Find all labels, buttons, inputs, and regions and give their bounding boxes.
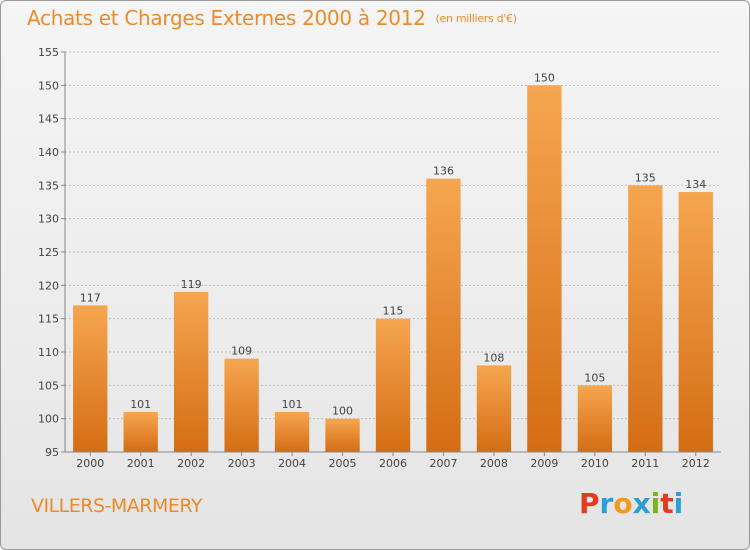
data-label-2007: 136 [433,165,454,178]
data-label-2008: 108 [483,351,504,364]
logo-letter: i [673,487,684,520]
bar-2007 [426,178,461,452]
data-label-2012: 134 [685,178,706,191]
y-tick-label: 145 [38,113,59,126]
y-tick-label: 115 [38,313,59,326]
y-tick-label: 110 [38,346,59,359]
data-label-2006: 115 [383,305,404,318]
x-tick-label-2008: 2008 [480,457,508,470]
logo-letter: t [660,487,674,520]
data-label-2004: 101 [282,398,303,411]
bar-2000 [73,305,108,452]
data-label-2010: 105 [584,371,605,384]
bar-2011 [628,185,663,453]
axes: 95 100 105 110 115 120 125 130 135 140 145 150 155 20… [38,46,721,470]
x-tick-label-2006: 2006 [379,457,407,470]
chart-title: Achats et Charges Externes 2000 à 2012 (e… [27,6,517,30]
x-tick-label-2002: 2002 [177,457,205,470]
x-tick-label-2010: 2010 [581,457,609,470]
bars: 117 101 119 109 101 100 115 136 108 150 105 135 134 [73,71,713,453]
chart-title-text: Achats et Charges Externes 2000 à 2012 [27,6,426,30]
bar-2008 [476,365,512,452]
logo-letter: x [632,487,651,520]
chart-unit: (en milliers d'€) [435,12,517,25]
logo-letter: r [599,487,614,520]
bar-2005 [325,418,360,452]
x-tick-label-2011: 2011 [631,457,659,470]
bar-2002 [173,292,209,452]
x-tick-label-2000: 2000 [76,457,104,470]
bar-2006 [375,318,411,452]
data-label-2002: 119 [181,278,202,291]
logo-letter: P [579,487,600,520]
y-tick-label: 135 [38,179,59,192]
logo-letter: o [613,487,633,520]
bar-2003 [224,358,259,452]
bar-2009 [527,85,562,452]
data-label-2005: 100 [332,405,353,418]
y-tick-label: 155 [38,46,59,59]
y-tick-label: 130 [38,213,59,226]
y-tick-label: 125 [38,246,59,259]
x-tick-label-2003: 2003 [228,457,256,470]
data-label-2011: 135 [635,171,656,184]
x-tick-label-2009: 2009 [530,457,558,470]
data-label-2009: 150 [534,71,555,84]
y-tick-label: 140 [38,146,59,159]
x-tick-label-2012: 2012 [682,457,710,470]
x-tick-label-2007: 2007 [429,457,457,470]
data-label-2001: 101 [130,398,151,411]
bar-2010 [577,385,613,452]
data-label-2003: 109 [231,345,252,358]
logo-letter: i [650,487,661,520]
y-tick-label: 105 [38,379,59,392]
x-tick-label-2005: 2005 [329,457,357,470]
y-tick-label: 100 [38,413,59,426]
y-tick-label: 95 [45,446,59,459]
bar-2012 [678,192,713,452]
proxiti-logo[interactable]: Proxiti [579,487,683,520]
bar-2001 [123,412,158,452]
y-tick-label: 150 [38,79,59,92]
data-label-2000: 117 [80,291,101,304]
x-tick-label-2001: 2001 [127,457,155,470]
x-tick-label-2004: 2004 [278,457,306,470]
y-tick-label: 120 [38,279,59,292]
town-name: VILLERS-MARMERY [31,495,202,517]
bar-2004 [274,412,310,452]
